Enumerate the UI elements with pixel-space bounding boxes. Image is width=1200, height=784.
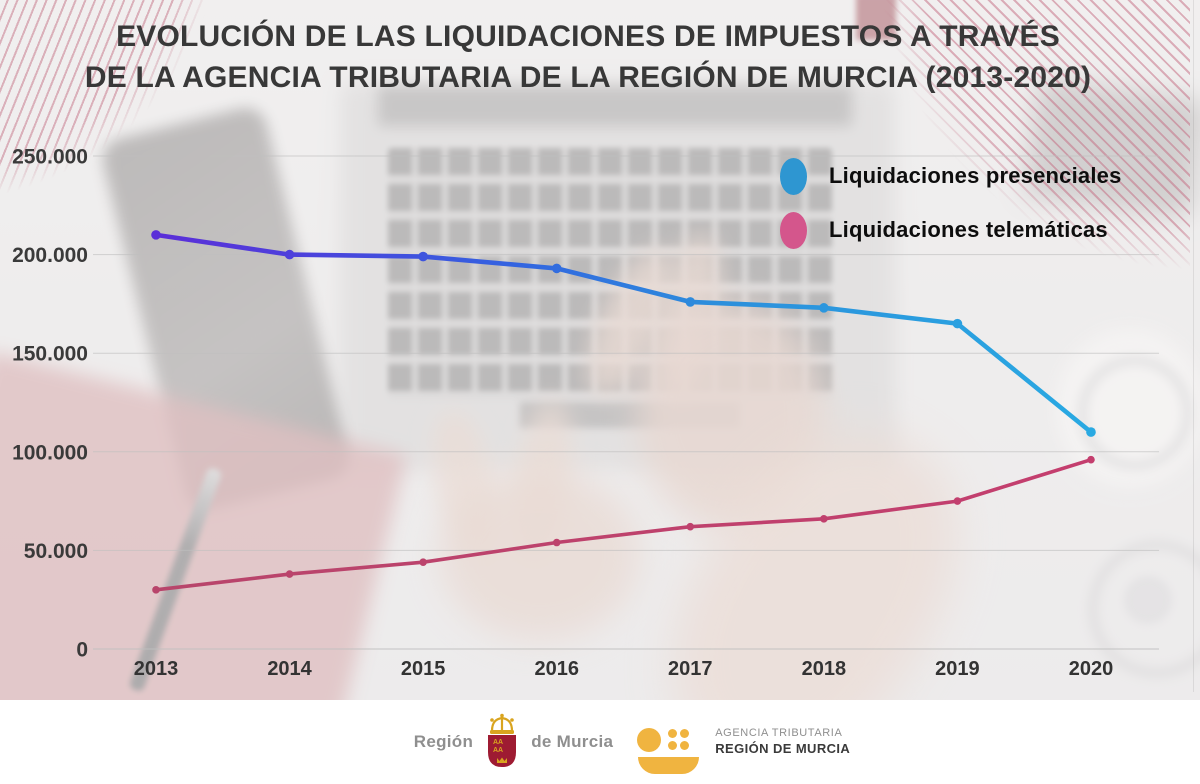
footer: Región AA AA de Murcia — [0, 700, 1200, 784]
atrm-line2: REGIÓN DE MURCIA — [715, 740, 851, 756]
chart-legend: Liquidaciones presenciales Liquidaciones… — [780, 156, 1122, 250]
legend-item-telematicas: Liquidaciones telemáticas — [780, 210, 1122, 250]
x-axis-label: 2020 — [1069, 658, 1114, 680]
data-point — [1087, 455, 1095, 464]
x-axis-label: 2014 — [267, 658, 312, 680]
legend-marker-pink-icon — [780, 211, 807, 249]
data-point — [952, 318, 963, 329]
data-point — [820, 515, 828, 523]
data-point — [285, 570, 294, 578]
legend-label: Liquidaciones telemáticas — [829, 217, 1108, 242]
region-word: de Murcia — [531, 732, 614, 751]
x-axis-label: 2018 — [802, 658, 847, 680]
y-axis-label: 200.000 — [12, 244, 88, 267]
data-point — [151, 230, 161, 240]
data-point — [686, 522, 695, 531]
data-point — [1086, 427, 1096, 437]
agencia-tributaria-text: AGENCIA TRIBUTARIA REGIÓN DE MURCIA — [715, 727, 850, 757]
agencia-tributaria-mark-icon — [637, 716, 703, 774]
pink-hatch-top-left — [0, 0, 230, 350]
y-axis-label: 250.000 — [12, 146, 88, 169]
y-axis-label: 150.000 — [12, 343, 88, 366]
svg-text:AA: AA — [493, 739, 503, 746]
data-point — [284, 249, 295, 260]
x-axis-label: 2015 — [401, 658, 446, 680]
data-point — [419, 558, 427, 567]
chart-title-line1: EVOLUCIÓN DE LAS LIQUIDACIONES DE IMPUES… — [116, 20, 1060, 53]
series-line-presenciales — [153, 232, 1094, 435]
footer-logos: Región AA AA de Murcia — [414, 713, 850, 774]
line-chart: 0 50.000 100.000 150.000 200.000 250.000 2013 2… — [12, 146, 1159, 680]
series-line-telematicas — [154, 457, 1093, 592]
page-edge — [1193, 0, 1194, 692]
pink-hatch-top-right — [872, 0, 1190, 330]
murcia-shield-icon: AA AA — [488, 713, 517, 767]
chart-title: EVOLUCIÓN DE LAS LIQUIDACIONES DE IMPUES… — [0, 16, 1176, 98]
chart-title-line2: DE LA AGENCIA TRIBUTARIA DE LA REGIÓN DE… — [84, 61, 1092, 94]
y-axis-label: 0 — [76, 639, 88, 662]
svg-text:AA: AA — [493, 747, 503, 754]
x-axis-label: 2013 — [134, 658, 179, 680]
data-point — [953, 497, 962, 505]
x-axis-label: 2016 — [534, 658, 579, 680]
x-axis-label: 2019 — [935, 658, 980, 680]
legend-marker-blue-icon — [780, 157, 807, 195]
background-photo — [0, 0, 1200, 700]
atrm-line1: AGENCIA TRIBUTARIA — [715, 727, 843, 739]
legend-label: Liquidaciones presenciales — [829, 163, 1122, 188]
data-point — [418, 251, 428, 262]
data-point — [152, 586, 160, 594]
legend-item-presenciales: Liquidaciones presenciales — [780, 156, 1122, 196]
y-axis-label: 50.000 — [24, 540, 88, 563]
data-point — [552, 538, 561, 547]
data-point — [685, 297, 696, 307]
y-axis-label: 100.000 — [12, 441, 88, 464]
region-word: Región — [413, 732, 474, 751]
data-point — [819, 303, 829, 313]
region-de-murcia-logo: Región AA AA de Murcia — [414, 713, 613, 771]
x-axis-label: 2017 — [668, 658, 713, 680]
agencia-tributaria-logo: AGENCIA TRIBUTARIA REGIÓN DE MURCIA — [637, 716, 850, 774]
data-point — [551, 263, 562, 274]
